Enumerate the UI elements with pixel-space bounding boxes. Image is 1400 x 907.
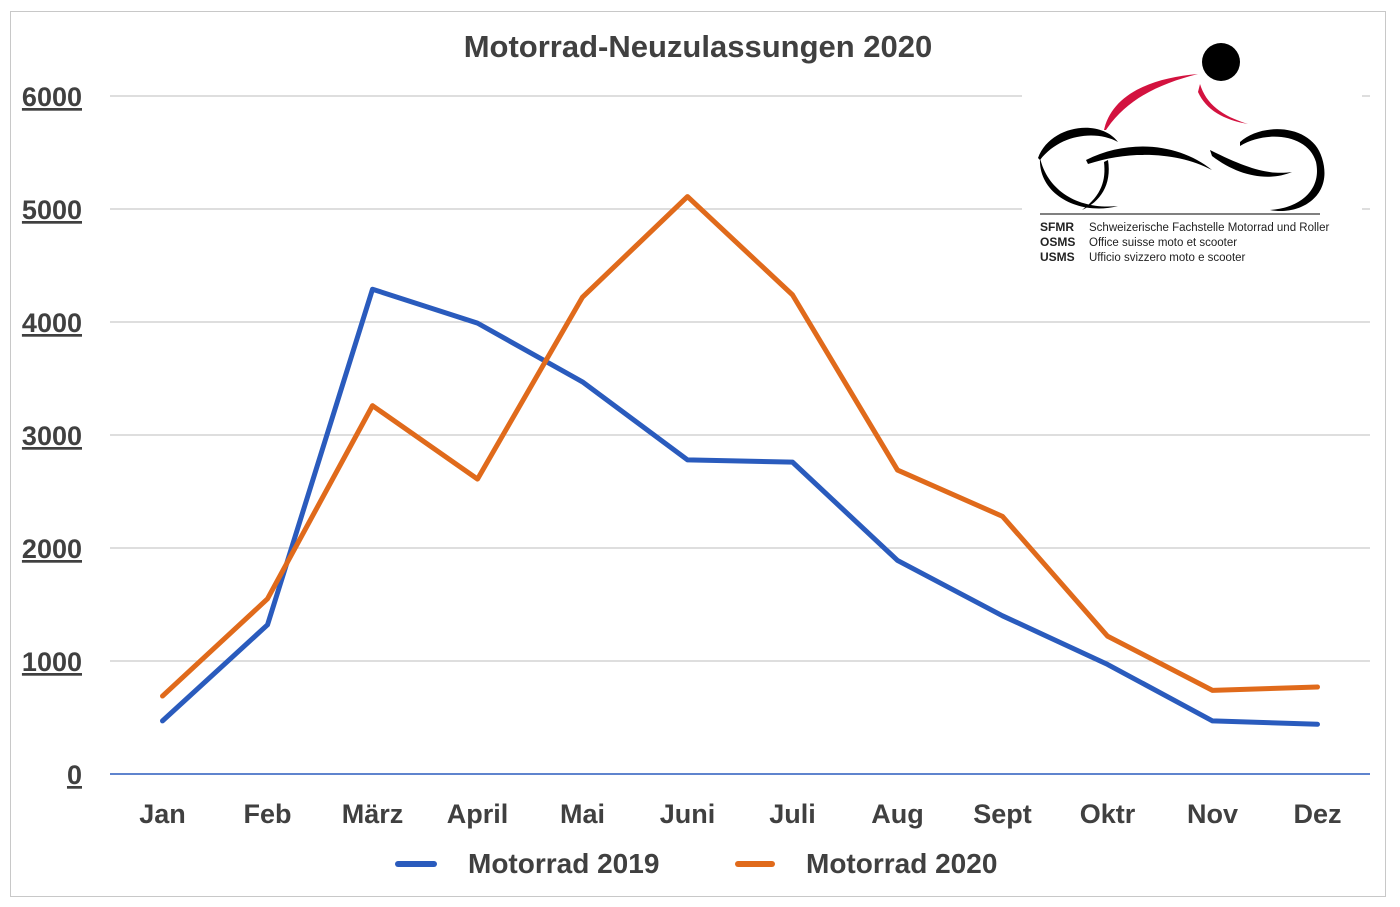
y-tick-label: 5000 [22, 195, 82, 225]
y-tick-label: 2000 [22, 534, 82, 564]
chart-title: Motorrad-Neuzulassungen 2020 [464, 29, 933, 64]
x-tick-label: Mai [560, 799, 605, 829]
x-tick-label: Dez [1293, 799, 1341, 829]
logo-background [1022, 38, 1362, 268]
series-line-motorrad-2020 [160, 194, 1320, 699]
x-axis-ticks: Jan Feb März April Mai Juni Juli Aug Sept Oktr Nov… [139, 799, 1341, 829]
motorcycle-rider-icon [1038, 43, 1325, 212]
logo-name-de: Schweizerische Fachstelle Motorrad und R… [1089, 222, 1329, 234]
logo-name-fr: Office suisse moto et scooter [1089, 237, 1237, 249]
y-tick-label: 6000 [22, 82, 82, 112]
x-tick-label: Sept [973, 799, 1032, 829]
y-tick-label: 1000 [22, 647, 82, 677]
y-tick-label: 4000 [22, 308, 82, 338]
series-lines [160, 194, 1320, 727]
legend-label-2020: Motorrad 2020 [806, 848, 997, 879]
x-tick-label: April [447, 799, 509, 829]
legend-label-2019: Motorrad 2019 [468, 848, 659, 879]
chart-frame [10, 11, 1386, 897]
x-tick-label: Juli [769, 799, 816, 829]
x-tick-label: Oktr [1080, 799, 1136, 829]
y-tick-label: 0 [67, 760, 82, 790]
logo-abbr-osms: OSMS [1040, 235, 1075, 249]
x-tick-label: Nov [1187, 799, 1238, 829]
y-tick-label: 3000 [22, 421, 82, 451]
x-tick-label: Aug [871, 799, 923, 829]
x-tick-label: Juni [660, 799, 716, 829]
logo-abbr-sfmr: SFMR [1040, 220, 1074, 234]
logo-name-it: Ufficio svizzero moto e scooter [1089, 252, 1246, 264]
x-tick-label: März [342, 799, 404, 829]
series-line-motorrad-2019 [160, 286, 1320, 727]
x-tick-label: Feb [243, 799, 291, 829]
logo-abbr-usms: USMS [1040, 250, 1075, 264]
y-axis-ticks: 0 1000 2000 3000 4000 5000 6000 [22, 82, 82, 790]
legend: Motorrad 2019 Motorrad 2020 [395, 848, 997, 879]
sfmr-logo: SFMR Schweizerische Fachstelle Motorrad … [1022, 38, 1362, 268]
x-tick-label: Jan [139, 799, 186, 829]
